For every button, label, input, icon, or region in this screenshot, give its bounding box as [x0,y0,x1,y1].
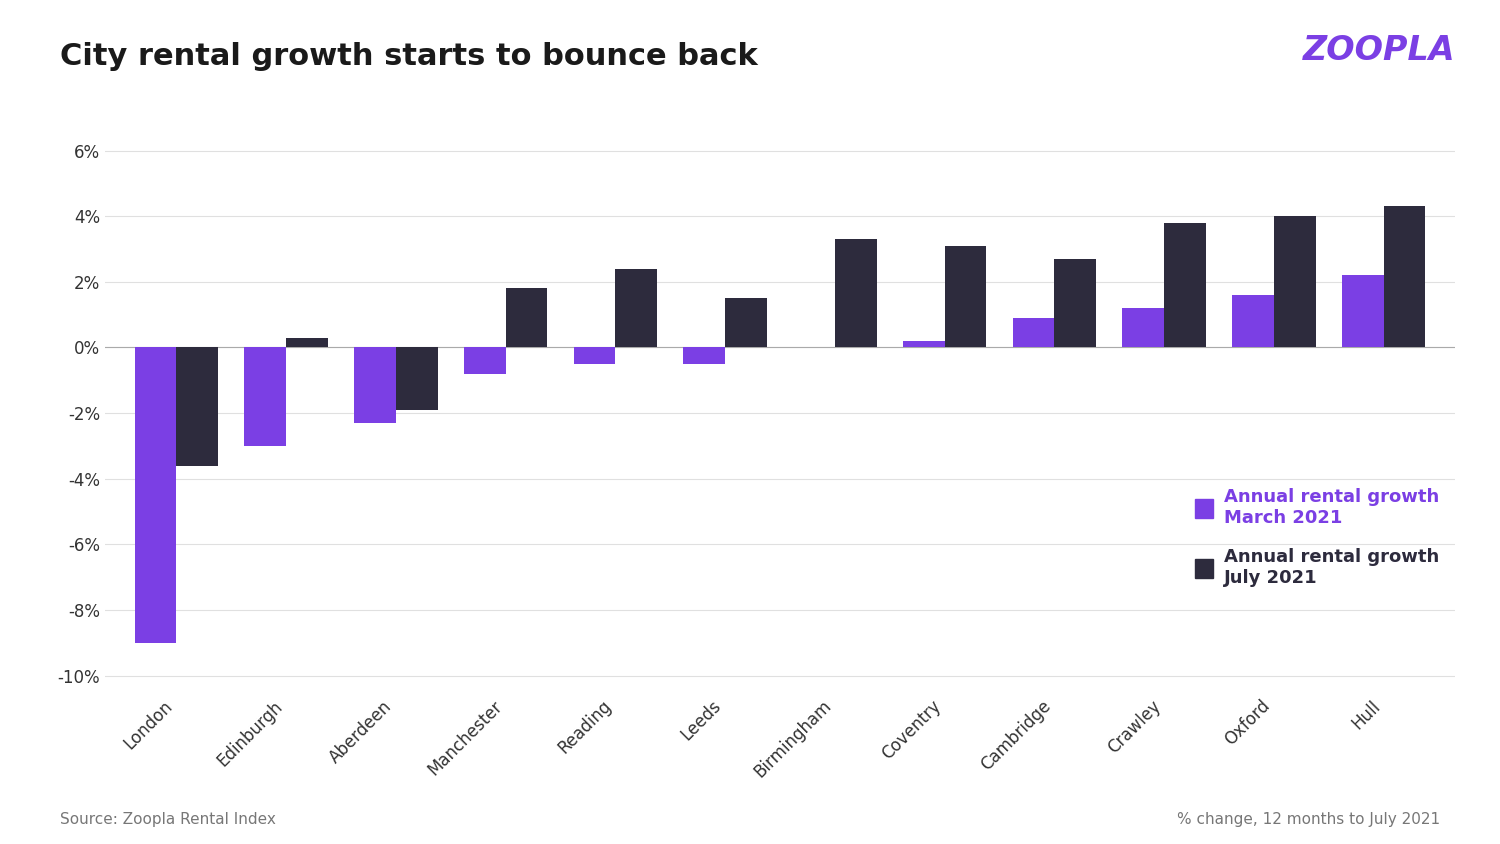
Bar [1274,216,1316,348]
Bar [684,348,724,364]
Legend: Annual rental growth
March 2021, Annual rental growth
July 2021: Annual rental growth March 2021, Annual … [1188,481,1446,594]
Bar [1054,259,1096,348]
Bar [1232,295,1274,348]
Bar [354,348,396,423]
Bar [615,268,657,348]
Bar [903,341,945,348]
Bar [836,239,876,348]
Text: % change, 12 months to July 2021: % change, 12 months to July 2021 [1178,812,1440,827]
Bar [286,338,328,348]
Bar [1383,206,1425,348]
Bar [945,246,987,348]
Bar [244,348,286,446]
Bar [135,348,177,643]
Text: City rental growth starts to bounce back: City rental growth starts to bounce back [60,42,758,71]
Bar [573,348,615,364]
Bar [724,298,766,348]
Text: ZOOPLA: ZOOPLA [1302,34,1455,67]
Bar [177,348,218,466]
Bar [464,348,506,374]
Bar [396,348,438,410]
Bar [1122,308,1164,348]
Bar [1164,223,1206,348]
Bar [1013,318,1054,348]
Text: Source: Zoopla Rental Index: Source: Zoopla Rental Index [60,812,276,827]
Bar [1342,275,1383,348]
Bar [506,289,548,348]
